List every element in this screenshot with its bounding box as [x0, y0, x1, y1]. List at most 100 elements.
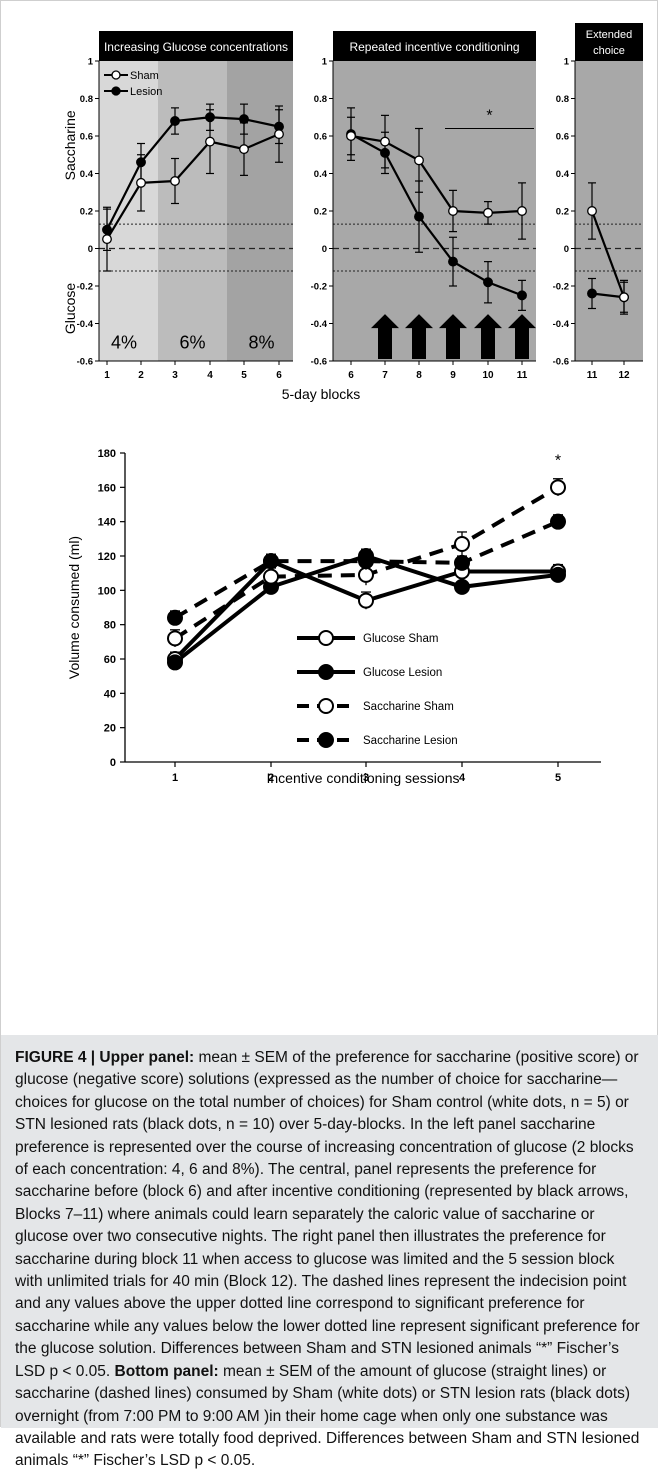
bottom-data-point: [358, 553, 374, 570]
x-tick-label: 4: [207, 370, 213, 381]
bottom-data-point: [263, 568, 279, 585]
data-point-sham: [380, 136, 390, 147]
bottom-panel-chart: 0 20 40 60 80 100 120 140 160 180 1 2 3 4 5 Incentive c…: [66, 448, 601, 786]
series-line-sham: [590, 210, 626, 298]
data-point-sham: [587, 206, 597, 216]
y-tick-label: 0.6: [314, 132, 327, 143]
y-tick-label: -0.2: [553, 282, 569, 293]
concentration-band: [99, 61, 158, 361]
bottom-y-tick-label: 120: [98, 551, 116, 563]
bottom-x-tick-label: 2: [268, 772, 274, 784]
series-line-lesion: [350, 133, 523, 297]
bottom-significance-star: *: [555, 452, 561, 469]
caption-upper-text: mean ± SEM of the preference for sacchar…: [15, 1049, 640, 1380]
y-tick-label: -0.2: [311, 282, 327, 293]
bottom-x-axis-title: Incentive conditioning sessions: [266, 770, 459, 786]
bottom-data-point: [454, 554, 470, 571]
y-tick-label: 0: [564, 244, 569, 255]
panel-title-bar: [575, 23, 643, 61]
bottom-legend-marker: [318, 664, 334, 680]
bottom-x-tick-label: 5: [555, 772, 561, 784]
bottom-legend-label: Saccharine Lesion: [363, 735, 458, 747]
x-tick-label: 11: [517, 370, 528, 381]
bottom-data-point: [454, 578, 470, 595]
bottom-data-point: [358, 592, 374, 609]
bottom-y-tick-label: 160: [98, 482, 116, 494]
data-point-sham: [448, 206, 458, 216]
caption-bottom-label: Bottom panel:: [114, 1362, 219, 1380]
concentration-label: 8%: [248, 332, 274, 352]
bottom-y-tick-label: 180: [98, 448, 116, 460]
panel-title: Repeated incentive conditioning: [349, 40, 519, 54]
y-tick-label: -0.4: [553, 319, 570, 330]
upper-legend: Sham Lesion: [104, 70, 162, 98]
legend-marker: [111, 86, 121, 96]
x-tick-label: 5: [241, 370, 247, 381]
data-point-lesion: [170, 116, 180, 126]
bottom-data-point: [167, 609, 183, 626]
y-axis-label-saccharine: Saccharine: [62, 110, 78, 180]
concentration-band: [227, 61, 293, 361]
y-tick-label: 0.2: [314, 207, 327, 218]
bottom-series-line: [173, 519, 559, 620]
y-tick-label: 0: [322, 244, 327, 255]
bottom-x-tick-label: 3: [363, 772, 369, 784]
y-tick-label: 0.4: [80, 169, 94, 180]
y-tick-label: 0.4: [314, 169, 328, 180]
y-tick-label: 0.6: [556, 132, 569, 143]
bottom-data-point: [167, 630, 183, 647]
y-tick-label: 1: [88, 57, 94, 68]
bottom-data-point: [263, 553, 279, 570]
x-tick-label: 6: [348, 370, 354, 381]
significance-star: *: [486, 108, 492, 125]
data-point-sham: [619, 292, 629, 303]
bottom-data-point: [167, 654, 183, 671]
data-point-sham: [239, 144, 249, 155]
series-line-lesion: [106, 116, 280, 231]
data-point-lesion: [448, 256, 458, 267]
bottom-y-tick-label: 20: [104, 723, 116, 735]
y-tick-label: 0.8: [556, 94, 569, 105]
bottom-y-axis-title: Volume consumed (ml): [66, 536, 82, 679]
y-tick-label: 1: [564, 57, 570, 68]
y-tick-label: 1: [322, 57, 328, 68]
series-line-sham: [106, 133, 280, 240]
data-point-lesion: [483, 277, 493, 288]
bottom-legend-label: Glucose Lesion: [363, 667, 442, 679]
conditioning-arrow: [371, 314, 399, 359]
y-tick-label: -0.6: [77, 357, 93, 368]
concentration-band: [158, 61, 227, 361]
bottom-legend-label: Glucose Sham: [363, 633, 438, 645]
y-tick-label: -0.4: [77, 319, 94, 330]
bottom-legend-marker: [318, 732, 334, 748]
data-point-sham: [102, 234, 112, 245]
x-axis-title: 5-day blocks: [282, 386, 361, 402]
concentration-label: 4%: [111, 332, 137, 352]
data-point-sham: [517, 206, 527, 216]
data-point-sham: [346, 131, 356, 141]
panel-background: [575, 61, 643, 361]
y-tick-label: 0.2: [80, 207, 93, 218]
x-tick-label: 11: [587, 370, 598, 381]
conditioning-arrow: [439, 314, 467, 359]
bottom-y-tick-label: 0: [110, 757, 116, 769]
legend-marker: [111, 70, 121, 80]
bottom-data-point: [550, 566, 566, 583]
data-point-sham: [170, 176, 180, 186]
x-tick-label: 7: [382, 370, 388, 381]
conditioning-arrow: [508, 314, 536, 359]
y-tick-label: -0.2: [77, 282, 93, 293]
data-point-sham: [414, 155, 424, 166]
panel-title: choice: [593, 45, 625, 57]
x-tick-label: 12: [618, 370, 630, 381]
panel-title-bar: [99, 31, 293, 61]
x-tick-label: 2: [138, 370, 144, 381]
panel-title-bar: [333, 31, 536, 61]
bottom-data-point: [358, 566, 374, 583]
figure-caption: FIGURE 4 | Upper panel: mean ± SEM of th…: [1, 1035, 658, 1469]
x-tick-label: 8: [416, 370, 422, 381]
bottom-x-tick-label: 4: [459, 772, 466, 784]
series-line-lesion: [591, 292, 625, 299]
data-point-lesion: [517, 290, 527, 301]
